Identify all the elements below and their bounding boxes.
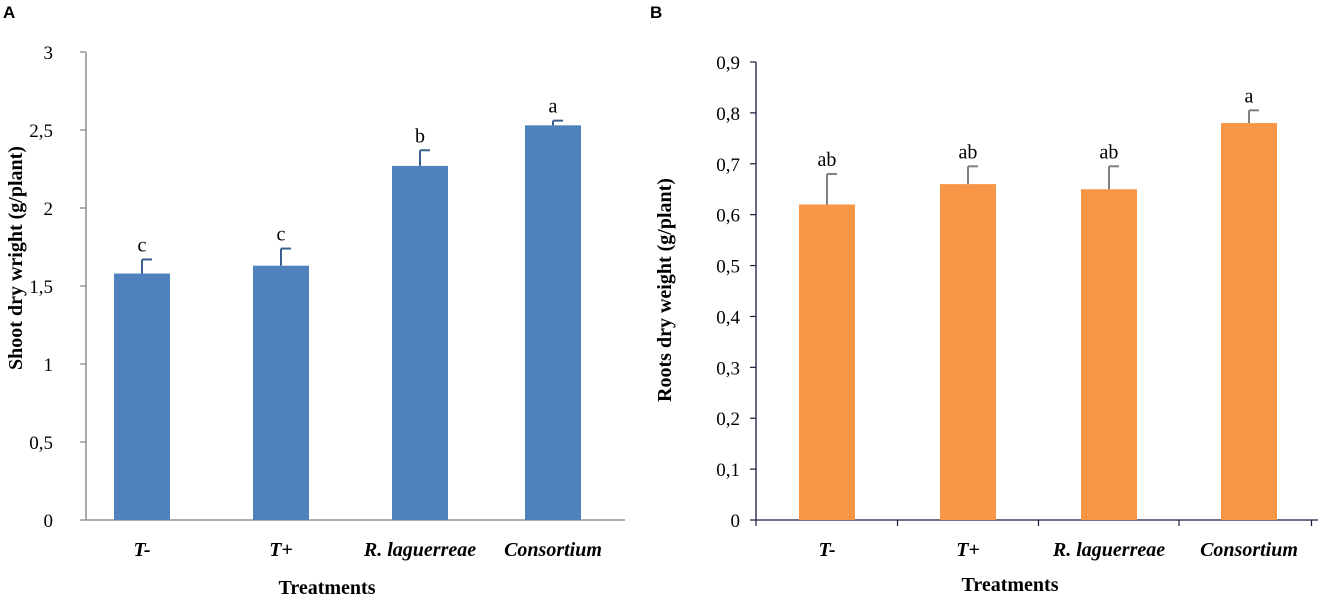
panel-b-error-bar [967,165,978,185]
panel-a-bars [114,125,581,520]
panel-a-significance-letter: c [277,224,286,246]
panel-a-chart: A 0 0,5 1 1,5 2 2,5 3 c c b a T- T+ R. laguerreae Co… [3,3,625,599]
panel-b-x-axis [755,519,1318,526]
panel-a-bar [525,125,581,520]
panel-b-significance-letter: a [1245,85,1254,107]
panel-b-bar [1081,189,1137,520]
panel-b-category-label: R. laguerreae [1052,539,1165,561]
panel-a-y-tick-label: 3 [44,43,54,64]
panel-b-bar [799,204,855,520]
panel-b-y-axis: 0 0,1 0,2 0,3 0,4 0,5 0,6 0,7 0,8 0,9 [716,53,757,532]
panel-b-y-tick-label: 0,4 [716,307,740,328]
panel-a-category-label: R. laguerreae [363,539,476,561]
panel-b-error-bar [1248,109,1259,124]
panel-a-y-tick-label: 0,5 [29,433,53,454]
panel-b-category-label: T+ [956,539,980,561]
panel-b-y-tick-label: 0,6 [716,206,740,227]
panel-a-category-label: T- [133,539,150,561]
panel-a-y-tick-label: 2,5 [29,121,53,142]
panel-b-chart: B 0 0,1 0,2 0,3 0,4 0,5 0,6 0,7 0,8 0,9 ab ab ab a T… [650,3,1318,596]
panel-a-x-axis-title: Treatments [278,577,375,599]
panel-a-y-tick-label: 1 [44,355,54,376]
panel-b-category-label: Consortium [1200,539,1298,561]
panel-b-bars [799,123,1277,521]
panel-a-category-labels: T- T+ R. laguerreae Consortium [133,539,601,561]
panel-a-label: A [3,3,15,22]
panel-a-significance-labels: c c b a [138,96,558,257]
panel-a-error-bar [280,247,291,266]
panel-b-bar [940,184,996,520]
panel-b-error-bars [826,109,1259,205]
panel-a-significance-letter: b [415,125,425,147]
panel-a-error-bar [419,149,430,166]
panel-b-significance-letter: ab [959,141,978,163]
panel-a-bar [114,273,170,520]
panel-b-significance-letter: ab [1100,141,1119,163]
panel-a-significance-letter: a [549,96,558,118]
panel-b-y-tick-label: 0,8 [716,104,740,125]
panel-a-bar [392,165,448,520]
panel-b-error-bar [1108,165,1119,190]
panel-a-error-bar [552,119,563,126]
panel-b-x-axis-title: Treatments [961,574,1058,596]
panel-a-error-bar [141,258,152,274]
panel-b-significance-letter: ab [818,149,837,171]
panel-b-y-tick-label: 0,2 [716,409,740,430]
panel-b-y-tick-label: 0,1 [716,460,740,481]
panel-b-y-tick-label: 0,5 [716,257,740,278]
panel-a-category-label: T+ [269,539,293,561]
panel-a-bar [253,265,309,520]
panel-b-error-bar [826,172,837,205]
panel-b-y-tick-label: 0,7 [716,155,740,176]
panel-a-y-tick-label: 2 [44,199,54,220]
panel-a-y-tick-label: 1,5 [29,277,53,298]
panel-a-y-tick-label: 0 [44,511,54,532]
panel-b-y-tick-label: 0 [731,511,741,532]
panel-b-significance-labels: ab ab ab a [818,85,1254,171]
panel-b-category-labels: T- T+ R. laguerreae Consortium [818,539,1297,561]
panel-b-bar [1221,123,1277,521]
panel-a-y-axis-title: Shoot dry wright (g/plant) [5,146,27,370]
panel-b-y-tick-label: 0,9 [716,53,740,74]
panel-b-category-label: T- [818,539,835,561]
panel-a-error-bars [141,119,563,274]
panel-b-y-axis-title: Roots dry weight (g/plant) [654,178,676,402]
panel-b-label: B [650,3,662,22]
panel-a-significance-letter: c [138,234,147,256]
panel-a-category-label: Consortium [504,539,602,561]
panel-b-y-tick-label: 0,3 [716,358,740,379]
panel-a-y-axis: 0 0,5 1 1,5 2 2,5 3 [29,43,87,532]
